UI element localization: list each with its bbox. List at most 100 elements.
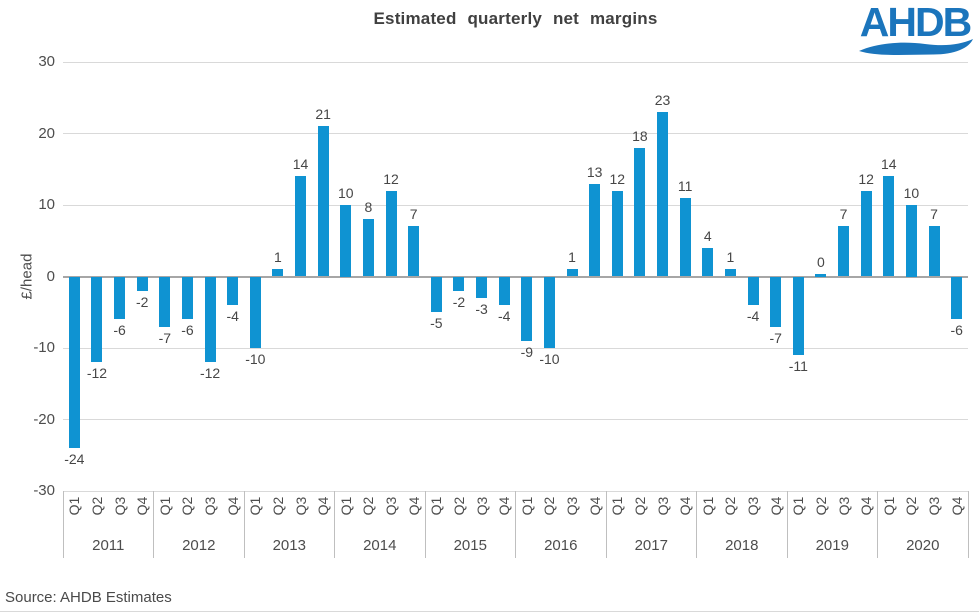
year-separator bbox=[62, 491, 64, 558]
bar-value-label: -4 bbox=[746, 308, 760, 325]
bar bbox=[68, 276, 80, 449]
bar bbox=[724, 269, 736, 277]
bar-value-label: -2 bbox=[452, 293, 466, 310]
bar bbox=[114, 276, 126, 320]
year-separator bbox=[605, 491, 607, 558]
bar bbox=[476, 276, 488, 298]
bar-value-label: -9 bbox=[520, 343, 534, 360]
x-year-label: 2012 bbox=[182, 537, 216, 554]
x-quarter-label: Q4 bbox=[858, 496, 875, 516]
bar bbox=[272, 269, 284, 277]
x-quarter-label: Q1 bbox=[790, 496, 807, 516]
bar bbox=[543, 276, 555, 348]
x-year-label: 2015 bbox=[453, 537, 487, 554]
year-separator bbox=[877, 491, 878, 558]
x-quarter-label: Q3 bbox=[473, 496, 490, 516]
x-quarter-label: Q1 bbox=[428, 496, 445, 516]
bar bbox=[679, 197, 691, 277]
x-quarter-label: Q1 bbox=[880, 496, 897, 516]
year-separator bbox=[786, 491, 788, 558]
ahdb-logo: AHDB bbox=[857, 2, 973, 60]
bar-value-label: 10 bbox=[903, 185, 920, 201]
bar-value-label: 12 bbox=[858, 170, 874, 187]
bar bbox=[204, 276, 216, 363]
x-year-label: 2019 bbox=[815, 537, 849, 554]
bar bbox=[227, 276, 239, 306]
bar-value-label: -3 bbox=[475, 300, 488, 317]
bar bbox=[159, 276, 171, 327]
bar-value-label: -4 bbox=[497, 308, 511, 325]
bar-value-label: -5 bbox=[430, 315, 443, 332]
bar bbox=[498, 276, 510, 306]
bar-value-label: -6 bbox=[113, 322, 126, 339]
bar-value-label: -11 bbox=[788, 358, 808, 375]
x-quarter-label: Q2 bbox=[722, 496, 739, 516]
x-quarter-label: Q3 bbox=[202, 496, 219, 516]
x-quarter-label: Q4 bbox=[496, 496, 513, 516]
source-note: Source: AHDB Estimates bbox=[5, 589, 172, 606]
bar bbox=[928, 226, 940, 277]
bar-value-label: 7 bbox=[409, 206, 418, 223]
x-quarter-label: Q4 bbox=[767, 496, 784, 516]
x-quarter-label: Q4 bbox=[586, 496, 603, 516]
bar-value-label: -7 bbox=[769, 329, 782, 346]
bar bbox=[951, 276, 963, 320]
x-quarter-label: Q2 bbox=[88, 496, 105, 516]
bar bbox=[249, 276, 261, 348]
ahdb-logo-wave-icon bbox=[859, 39, 973, 56]
bar bbox=[181, 276, 193, 320]
x-quarter-label: Q3 bbox=[383, 496, 400, 516]
bar-value-label: -24 bbox=[64, 451, 85, 468]
bar bbox=[883, 176, 895, 277]
x-quarter-label: Q4 bbox=[405, 496, 422, 516]
bar bbox=[136, 276, 148, 291]
x-quarter-label: Q4 bbox=[948, 496, 965, 516]
x-year-label: 2016 bbox=[544, 537, 578, 554]
bar-value-label: -12 bbox=[199, 365, 221, 382]
bar bbox=[815, 273, 827, 277]
bar bbox=[747, 276, 759, 306]
bar bbox=[91, 276, 103, 363]
bar bbox=[521, 276, 533, 341]
x-quarter-label: Q2 bbox=[812, 496, 829, 516]
x-quarter-label: Q1 bbox=[337, 496, 354, 516]
bar bbox=[770, 276, 782, 327]
grid-line bbox=[63, 347, 968, 349]
x-quarter-label: Q1 bbox=[518, 496, 535, 516]
bar-value-label: 4 bbox=[703, 227, 712, 244]
year-separator bbox=[334, 491, 335, 558]
bar bbox=[634, 147, 646, 277]
x-year-label: 2017 bbox=[634, 537, 668, 554]
x-quarter-label: Q2 bbox=[631, 496, 648, 516]
grid-line bbox=[63, 133, 968, 134]
x-quarter-label: Q3 bbox=[745, 496, 762, 516]
x-year-label: 2011 bbox=[92, 537, 125, 554]
bar bbox=[860, 190, 872, 277]
chart-title: Estimated quarterly net margins bbox=[373, 9, 658, 28]
year-separator bbox=[243, 491, 245, 558]
bar bbox=[362, 219, 374, 277]
bar-value-label: 14 bbox=[881, 156, 897, 173]
x-quarter-label: Q1 bbox=[609, 496, 626, 516]
bar bbox=[295, 176, 307, 277]
grid-line bbox=[63, 419, 968, 420]
bar-value-label: 8 bbox=[364, 199, 373, 216]
bar-value-label: -2 bbox=[135, 293, 149, 310]
bar bbox=[385, 190, 397, 277]
x-year-label: 2018 bbox=[725, 537, 759, 554]
x-quarter-label: Q4 bbox=[677, 496, 694, 516]
x-quarter-label: Q2 bbox=[903, 496, 920, 516]
bar-value-label: 1 bbox=[568, 249, 576, 266]
bar bbox=[430, 276, 442, 313]
bar-value-label: -6 bbox=[950, 322, 963, 339]
bar-value-label: 1 bbox=[274, 249, 282, 266]
y-tick-label: 0 bbox=[46, 267, 55, 285]
bar bbox=[317, 126, 329, 277]
bar-value-label: 1 bbox=[726, 249, 735, 266]
x-quarter-label: Q3 bbox=[926, 496, 943, 516]
bar-value-label: 7 bbox=[930, 206, 938, 223]
x-quarter-label: Q2 bbox=[541, 496, 558, 516]
year-separator bbox=[153, 491, 154, 558]
bar bbox=[408, 226, 420, 277]
x-quarter-label: Q2 bbox=[179, 496, 196, 516]
